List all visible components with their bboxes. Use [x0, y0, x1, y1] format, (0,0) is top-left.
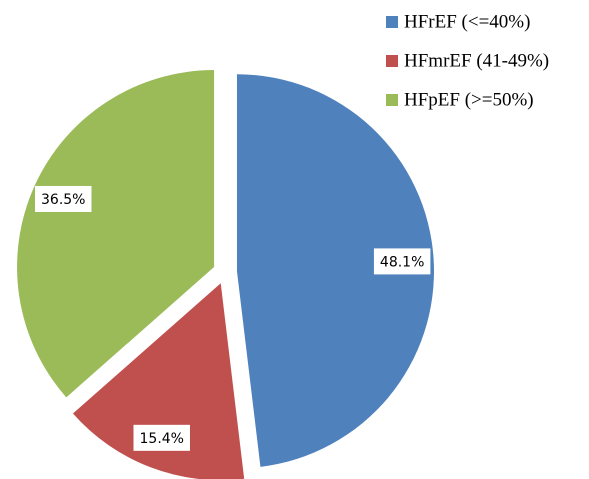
- legend-label: HFmrEF (41-49%): [404, 50, 549, 71]
- pie-slice: [17, 70, 215, 398]
- legend-swatch: [386, 55, 398, 67]
- data-label-box: [373, 248, 431, 275]
- data-label: 15.4%: [140, 431, 184, 447]
- legend-label: HFrEF (<=40%): [404, 11, 530, 32]
- legend-swatch: [386, 94, 398, 106]
- data-label: 48.1%: [380, 254, 424, 270]
- legend-swatch: [386, 16, 398, 28]
- pie-slice: [236, 74, 434, 467]
- data-label: 36.5%: [41, 192, 85, 208]
- data-label-box: [133, 424, 190, 451]
- data-label-box: [35, 185, 92, 212]
- pie-slice: [72, 283, 245, 479]
- legend-label: HFpEF (>=50%): [404, 89, 534, 110]
